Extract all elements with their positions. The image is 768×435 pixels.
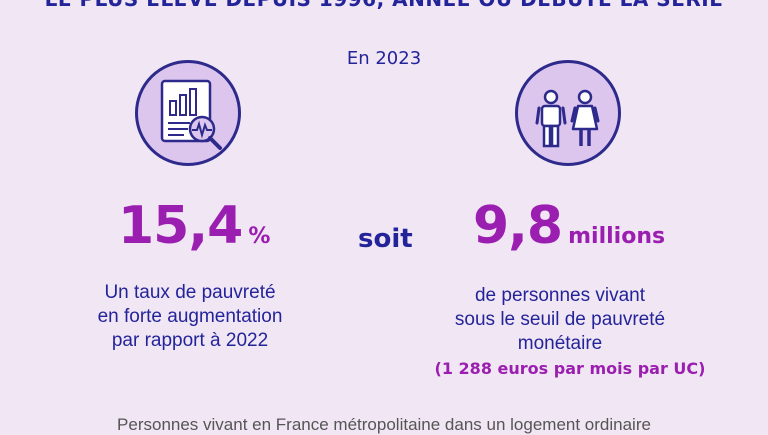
poverty-rate-unit: % — [248, 224, 271, 249]
poverty-rate-value: 15,4% — [118, 196, 270, 256]
description-line: en forte augmentation — [97, 306, 283, 327]
connector-word: soit — [358, 224, 413, 254]
description-line: sous le seuil de pauvreté — [454, 309, 666, 330]
description-line: Un taux de pauvreté — [104, 282, 276, 303]
description-line: monétaire — [517, 333, 603, 354]
people-count-unit: millions — [568, 224, 666, 249]
report-magnifier-icon — [135, 60, 241, 166]
footer-note: Personnes vivant en France métropolitain… — [117, 415, 651, 434]
description-line: de personnes vivant — [474, 285, 646, 306]
poverty-rate-number: 15,4 — [118, 196, 243, 256]
poverty-rate-description: Un taux de pauvreté en forte augmentatio… — [70, 281, 310, 353]
description-line: par rapport à 2022 — [111, 330, 269, 351]
year-label: En 2023 — [346, 48, 422, 69]
people-icon — [515, 60, 621, 166]
people-count-number: 9,8 — [473, 196, 563, 256]
people-count-description: de personnes vivant sous le seuil de pau… — [430, 284, 690, 356]
people-count-value: 9,8 millions — [473, 196, 665, 256]
threshold-note: (1 288 euros par mois par UC) — [434, 359, 706, 378]
banner-title: LE PLUS ÉLEVÉ DEPUIS 1996, ANNÉE OÙ DÉBU… — [0, 0, 768, 11]
